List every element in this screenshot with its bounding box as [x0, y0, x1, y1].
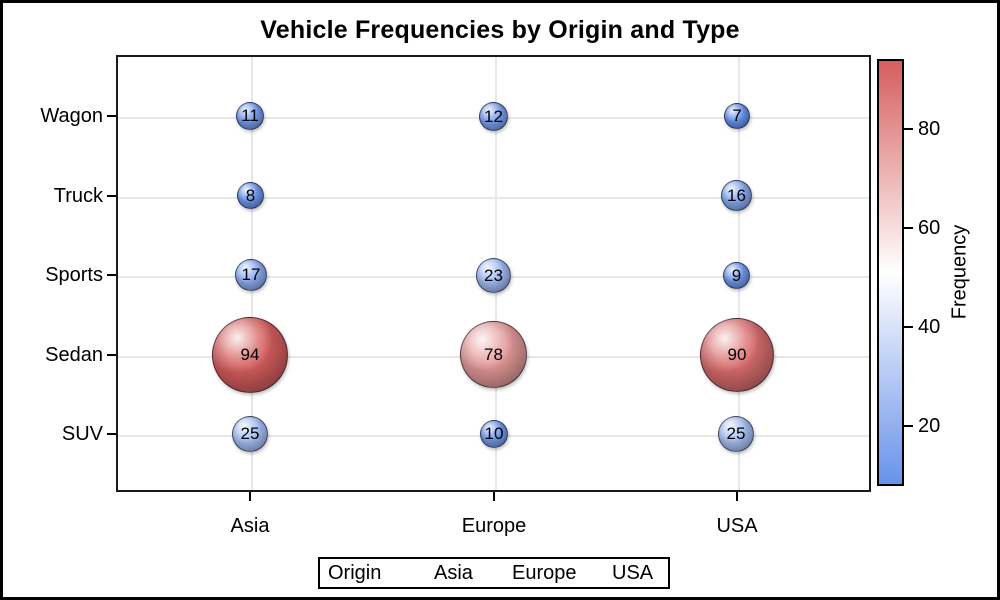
- legend-item-asia: Asia: [434, 562, 473, 584]
- bubble-value-label: 78: [484, 344, 503, 364]
- bubble-value-label: 10: [484, 424, 504, 443]
- bubble-asia-truck: 8: [237, 182, 264, 209]
- y-tick-label-wagon: Wagon: [40, 105, 103, 127]
- y-axis-tick: [107, 433, 116, 435]
- y-axis-tick: [107, 274, 116, 276]
- bubble-value-label: 12: [484, 106, 503, 126]
- colorbar-tick-label: 20: [918, 415, 941, 437]
- bubble-usa-sports: 9: [723, 262, 750, 289]
- colorbar-tick: [904, 425, 913, 427]
- x-axis-tick: [249, 492, 251, 501]
- bubble-value-label: 8: [245, 185, 256, 205]
- bubble-usa-sedan: 90: [700, 318, 774, 392]
- legend-item-usa: USA: [612, 562, 654, 584]
- colorbar-tick-label: 60: [918, 217, 941, 239]
- colorbar-tick-label: 40: [918, 316, 941, 338]
- bubble-value-label: 7: [732, 106, 742, 125]
- bubble-value-label: 90: [727, 345, 747, 364]
- bubble-asia-sports: 17: [235, 259, 267, 291]
- colorbar-tick: [904, 128, 913, 130]
- bubble-value-label: 11: [241, 106, 259, 125]
- bubble-usa-suv: 25: [718, 416, 754, 452]
- y-tick-label-sports: Sports: [45, 264, 103, 286]
- x-axis-tick: [493, 492, 495, 501]
- y-axis-tick: [107, 354, 116, 356]
- bubble-value-label: 17: [241, 265, 261, 284]
- colorbar-tick: [904, 326, 913, 328]
- x-tick-label-asia: Asia: [230, 515, 270, 537]
- bubble-value-label: 25: [726, 424, 746, 443]
- bubble-value-label: 16: [727, 185, 746, 205]
- bubble-value-label: 25: [240, 424, 260, 443]
- bubble-asia-sedan: 94: [212, 317, 288, 393]
- colorbar-tick: [904, 227, 913, 229]
- bubble-europe-suv: 10: [480, 420, 508, 448]
- y-axis-tick: [107, 115, 116, 117]
- legend-box: Origin Asia Europe USA: [318, 557, 670, 589]
- bubble-europe-sedan: 78: [460, 321, 527, 388]
- x-tick-label-usa: USA: [716, 515, 758, 537]
- colorbar-gradient: [877, 59, 904, 486]
- y-tick-label-suv: SUV: [61, 423, 103, 445]
- bubble-usa-truck: 16: [721, 180, 752, 211]
- y-tick-label-truck: Truck: [53, 185, 103, 207]
- y-tick-label-sedan: Sedan: [45, 344, 103, 366]
- legend-item-europe: Europe: [512, 562, 577, 584]
- legend-title: Origin: [328, 562, 382, 584]
- x-axis-tick: [736, 492, 738, 501]
- bubble-usa-wagon: 7: [724, 103, 750, 129]
- colorbar-tick-label: 80: [918, 118, 941, 140]
- bubble-value-label: 94: [240, 345, 260, 364]
- bubble-europe-sports: 23: [476, 258, 511, 293]
- bubble-asia-suv: 25: [232, 416, 268, 452]
- x-tick-label-europe: Europe: [461, 515, 527, 537]
- bubble-value-label: 23: [484, 265, 503, 285]
- bubble-value-label: 9: [731, 265, 742, 285]
- chart-title: Vehicle Frequencies by Origin and Type: [260, 16, 740, 44]
- gridline-horizontal: [118, 197, 869, 199]
- y-axis-tick: [107, 195, 116, 197]
- bubble-europe-wagon: 12: [479, 102, 508, 131]
- bubble-asia-wagon: 11: [236, 102, 264, 130]
